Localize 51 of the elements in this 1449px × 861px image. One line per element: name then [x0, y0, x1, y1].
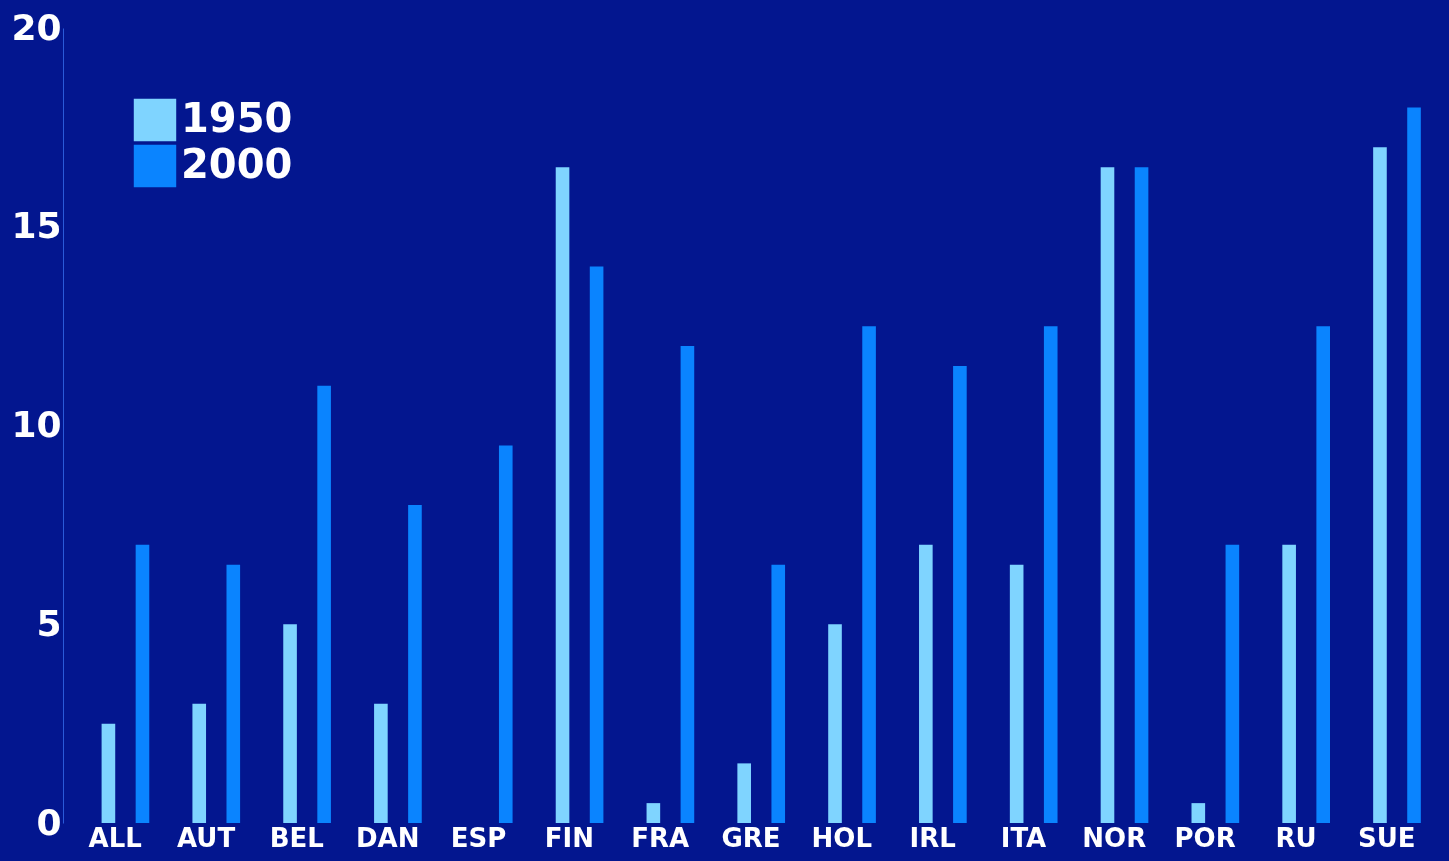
x-tick-label: HOL	[811, 822, 873, 853]
x-tick-label: POR	[1174, 822, 1236, 853]
bar	[283, 624, 297, 823]
bar	[374, 703, 388, 823]
y-tick-label: 0	[36, 801, 62, 843]
bar	[828, 624, 842, 823]
bar	[737, 763, 751, 823]
bar	[646, 803, 661, 823]
bar	[953, 365, 967, 823]
x-tick-label: RU	[1275, 822, 1317, 853]
legend-label: 1950	[181, 95, 293, 141]
bar	[1316, 326, 1331, 823]
bar	[135, 544, 150, 823]
bar	[408, 505, 422, 823]
bar	[1134, 167, 1149, 823]
y-tick-label: 10	[11, 404, 62, 445]
legend-label: 2000	[181, 141, 293, 187]
x-tick-label: GRE	[721, 822, 781, 853]
bar	[1282, 544, 1296, 823]
bar	[919, 544, 933, 823]
x-tick-label: DAN	[355, 822, 420, 853]
x-tick-label: BEL	[269, 822, 324, 853]
x-tick-label: FRA	[631, 822, 690, 853]
bar	[1373, 147, 1387, 823]
x-tick-label: ESP	[450, 822, 507, 853]
bar	[771, 564, 786, 823]
y-tick-label: 15	[11, 205, 62, 247]
x-tick-label: AUT	[176, 822, 236, 853]
x-tick-label: IRL	[909, 822, 956, 853]
bar	[1225, 544, 1240, 823]
bar	[1407, 107, 1421, 823]
x-tick-label: ALL	[88, 822, 142, 853]
x-tick-label: ITA	[1000, 822, 1047, 853]
bar	[1100, 167, 1115, 823]
bar	[1191, 803, 1206, 823]
bar	[680, 346, 695, 823]
bar	[862, 326, 876, 823]
y-tick-label: 5	[36, 602, 62, 644]
bar	[589, 266, 604, 823]
bar	[498, 445, 513, 823]
y-tick-label: 20	[11, 6, 62, 48]
x-tick-label: NOR	[1082, 822, 1147, 853]
x-tick-label: SUE	[1357, 822, 1416, 853]
bar	[101, 723, 116, 823]
bar	[317, 385, 331, 823]
bar	[226, 564, 241, 823]
bar	[192, 703, 207, 823]
x-tick-label: FIN	[544, 822, 594, 853]
bar	[1043, 326, 1058, 823]
bar	[1009, 564, 1024, 823]
bar	[555, 167, 570, 823]
